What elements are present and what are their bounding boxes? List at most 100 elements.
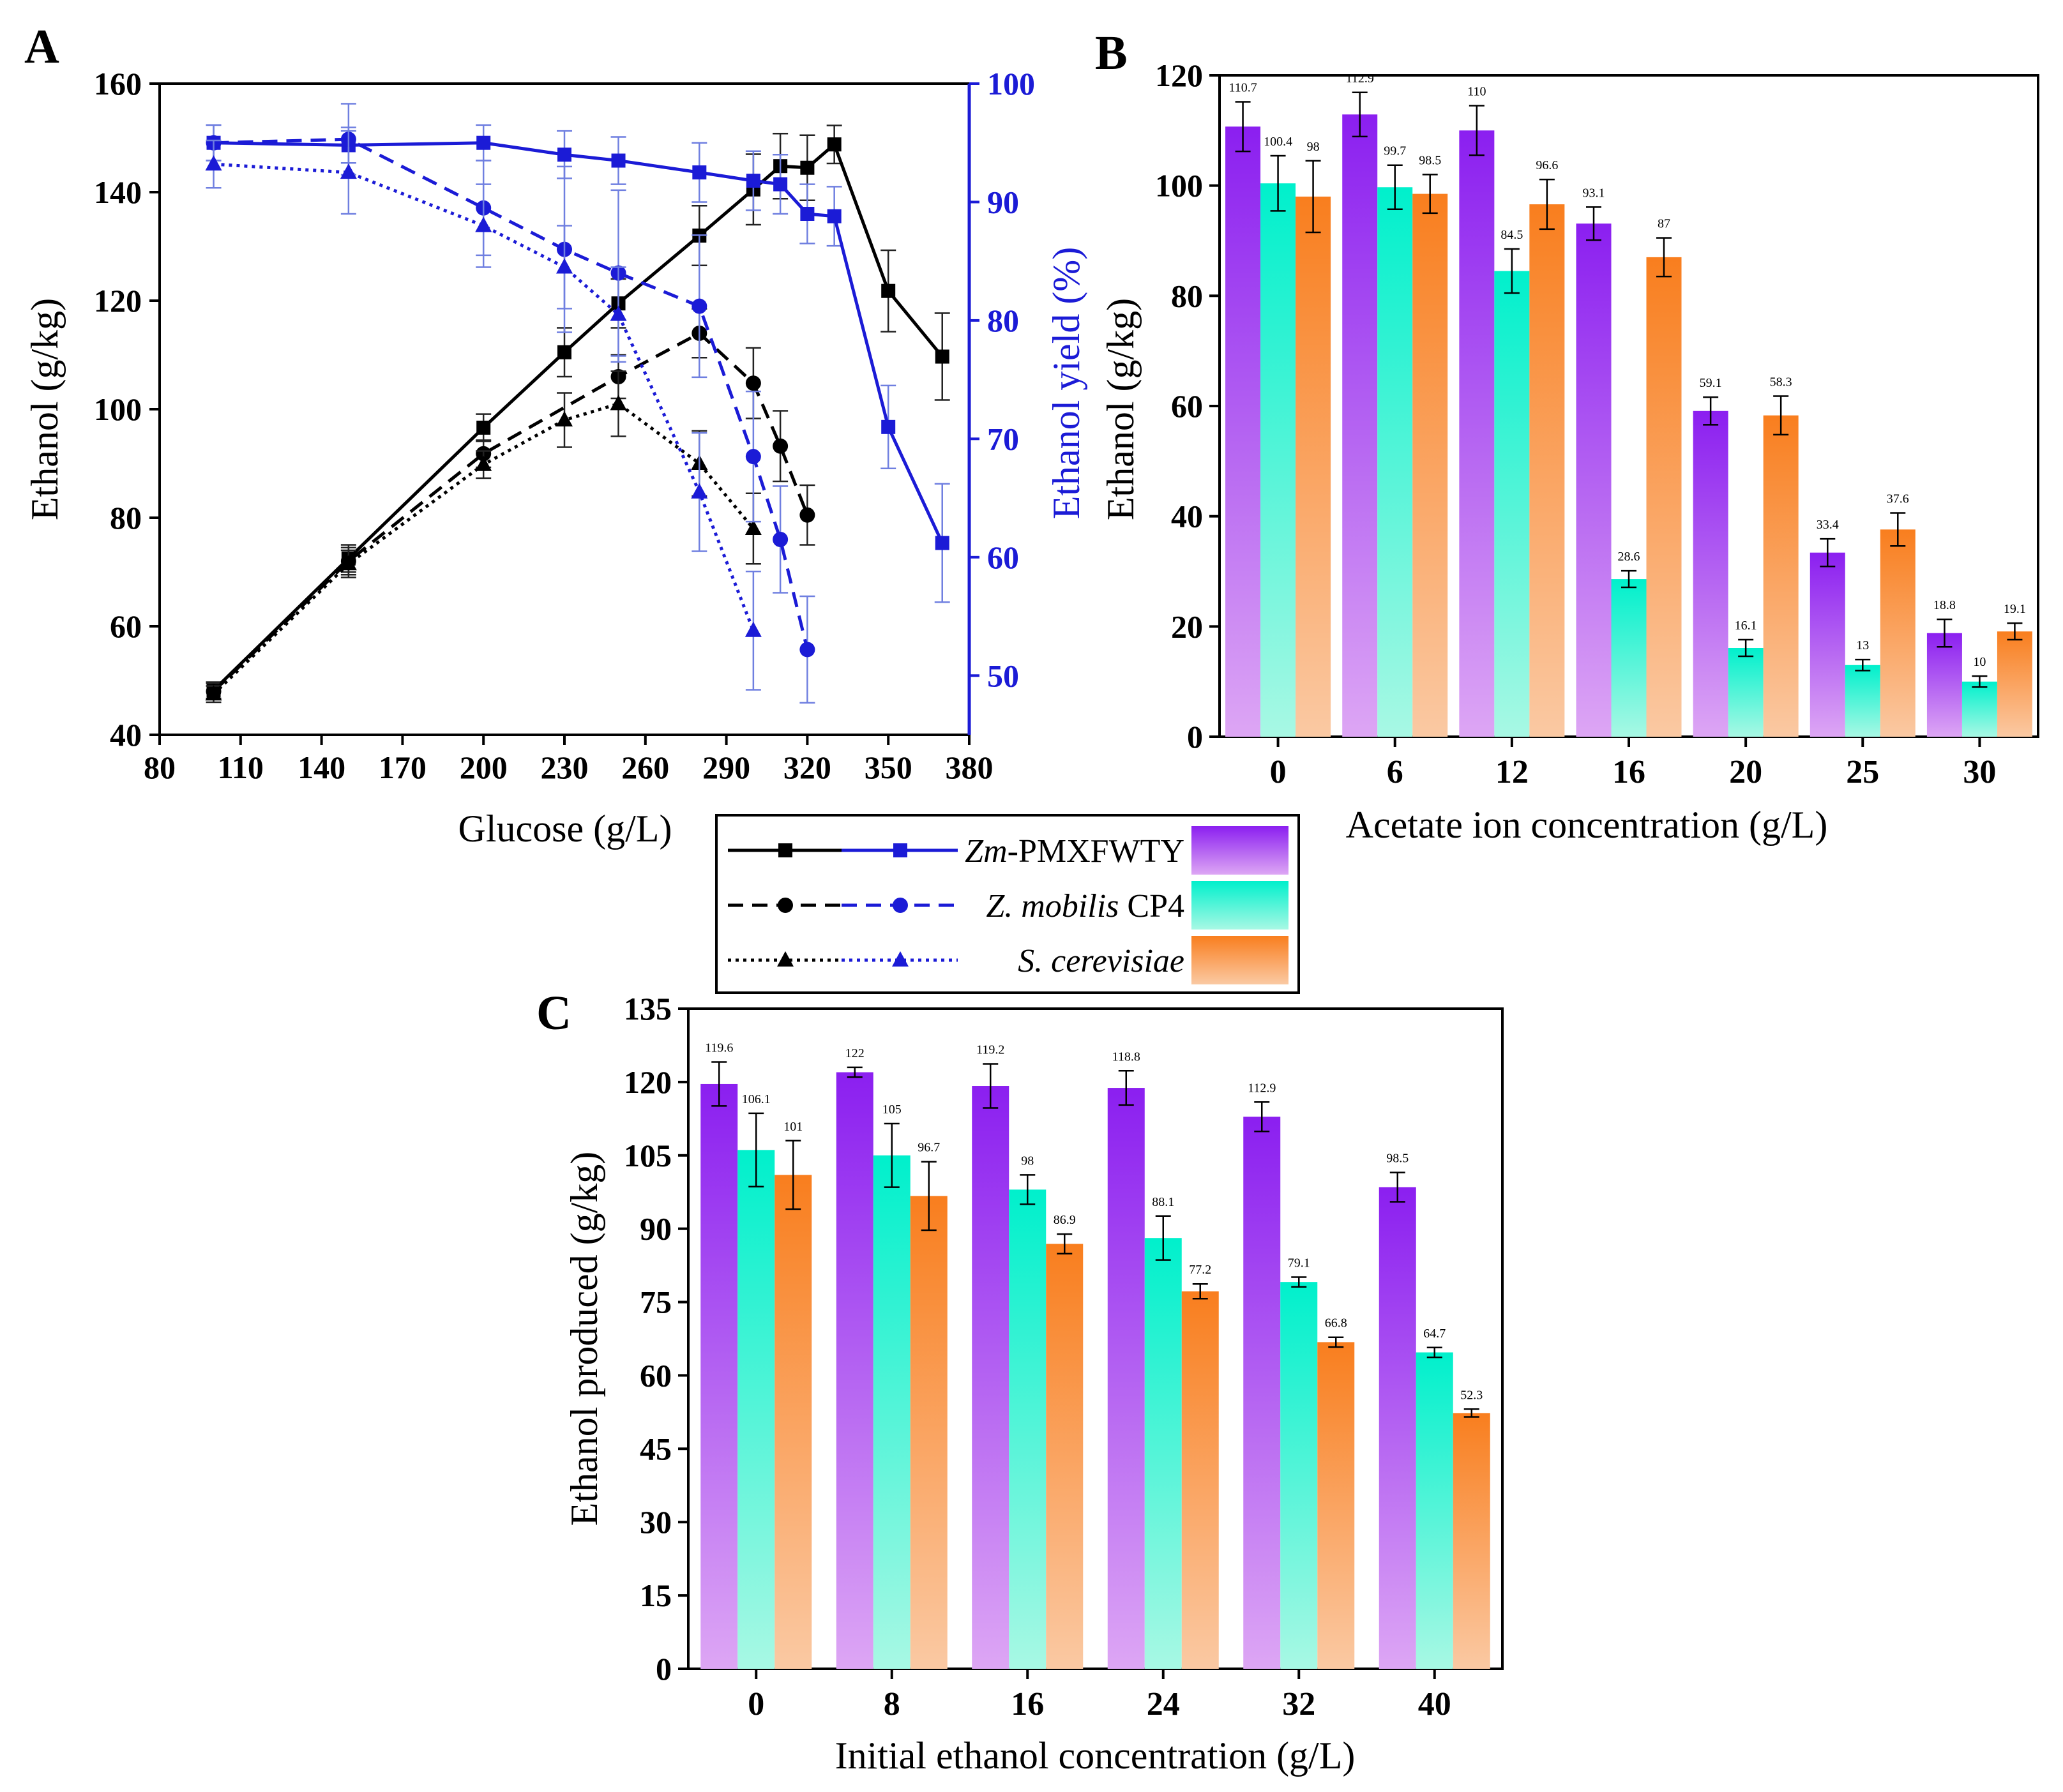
bar-sc-b: [1997, 631, 2032, 737]
bar-zm-b: [1926, 633, 1962, 737]
y-tick-label-c: 45: [640, 1431, 672, 1466]
bar-zm-b: [1342, 114, 1378, 737]
legend-label-italic: S. cerevisiae: [1018, 943, 1184, 979]
x-tick-label-a: 380: [946, 749, 994, 785]
series-line-a: [213, 141, 944, 544]
data-label-c: 64.7: [1423, 1327, 1446, 1341]
x-tick-label-c: 32: [1282, 1686, 1315, 1722]
data-label-c: 98: [1021, 1154, 1034, 1168]
data-label-b: 100.4: [1264, 135, 1292, 149]
data-point-a: [340, 163, 357, 179]
data-point-a: [556, 411, 573, 426]
data-point-a: [773, 177, 788, 192]
data-label-c: 112.9: [1248, 1081, 1276, 1095]
x-tick-label-b: 25: [1846, 754, 1879, 790]
data-point-a: [800, 160, 815, 175]
data-point-a: [827, 137, 842, 152]
y-tick-label-c: 60: [640, 1357, 672, 1393]
bar-zm-c: [700, 1083, 738, 1669]
y-tick-label-c: 90: [640, 1211, 672, 1247]
legend: Zm-PMXFWTY Z. mobilis CP4 S. cerevisiae: [715, 814, 1300, 994]
series-a: [206, 124, 950, 603]
bar-sc-b: [1646, 257, 1682, 737]
bar-sc-b: [1296, 196, 1331, 737]
y-tick-label-a: 160: [94, 66, 142, 102]
bar-zm-c: [1243, 1117, 1281, 1669]
data-label-c: 77.2: [1189, 1263, 1211, 1277]
data-point-a: [800, 207, 815, 221]
x-tick-label-a: 200: [460, 749, 508, 785]
panel-b: B 110.7 100.4 98 112.9 99.7 98.5 110 84.5 96.6 93…: [1095, 26, 2039, 846]
legend-marker-yield: [893, 843, 907, 857]
data-point-a: [827, 209, 842, 223]
data-label-b: 37.6: [1887, 492, 1909, 506]
data-point-a: [475, 455, 492, 471]
y2-tick-label-a: 80: [987, 303, 1019, 338]
x-tick-label-c: 16: [1011, 1686, 1044, 1722]
y-tick-label-c: 75: [640, 1284, 672, 1320]
legend-label: Zm-PMXFWTY: [965, 833, 1184, 870]
data-label-c: 88.1: [1152, 1195, 1174, 1209]
data-point-a: [205, 685, 222, 701]
data-point-a: [340, 555, 357, 571]
legend-swatch-sc: [1191, 936, 1288, 984]
bar-cp4-b: [1611, 579, 1647, 737]
data-point-a: [610, 395, 627, 410]
x-axis-label-a: Glucose (g/L): [458, 808, 672, 850]
data-point-a: [476, 420, 491, 435]
data-label-b: 93.1: [1583, 186, 1605, 200]
y-tick-label-c: 30: [640, 1504, 672, 1540]
bar-sc-c: [1181, 1291, 1219, 1669]
bar-cp4-b: [1377, 187, 1413, 737]
y-tick-label-c: 15: [640, 1577, 672, 1613]
bar-sc-b: [1880, 529, 1916, 737]
data-point-a: [556, 258, 573, 274]
x-tick-label-a: 290: [702, 749, 750, 785]
bar-sc-c: [1046, 1244, 1084, 1669]
x-tick-label-a: 260: [621, 749, 669, 785]
data-point-a: [692, 165, 707, 180]
series-line-a: [213, 137, 809, 651]
x-axis-label-c: Initial ethanol concentration (g/L): [835, 1735, 1356, 1777]
bar-cp4-b: [1845, 665, 1880, 737]
legend-label: S. cerevisiae: [1018, 943, 1184, 979]
data-label-b: 16.1: [1735, 619, 1757, 633]
legend-label-italic: Zm: [965, 833, 1007, 870]
data-point-a: [476, 135, 491, 150]
y-tick-label-b: 120: [1155, 57, 1203, 93]
data-point-a: [557, 147, 571, 162]
y-tick-label-a: 80: [110, 500, 142, 536]
y-tick-label-c: 120: [624, 1064, 672, 1100]
bar-cp4-b: [1961, 681, 1997, 737]
data-point-a: [475, 216, 492, 232]
y2-tick-label-a: 60: [987, 539, 1019, 575]
x-tick-label-b: 30: [1963, 754, 1996, 790]
legend-swatch-cp4: [1191, 881, 1288, 930]
data-point-a: [745, 375, 761, 391]
y-tick-label-a: 120: [94, 283, 142, 319]
data-label-b: 84.5: [1500, 228, 1523, 242]
legend-swatch-zm: [1191, 826, 1288, 875]
data-point-a: [744, 621, 762, 637]
data-label-c: 122: [845, 1046, 865, 1060]
y-tick-label-c: 105: [624, 1138, 672, 1173]
bar-zm-b: [1459, 130, 1495, 737]
data-label-b: 98: [1307, 140, 1320, 154]
data-label-b: 99.7: [1384, 144, 1406, 158]
x-tick-label-a: 140: [298, 749, 345, 785]
bar-sc-c: [1453, 1413, 1490, 1669]
panel-label-a: A: [24, 20, 59, 73]
bar-cp4-c: [1144, 1238, 1182, 1669]
data-label-b: 87: [1658, 217, 1670, 231]
data-label-c: 96.7: [918, 1141, 940, 1155]
y-tick-label-a: 140: [94, 174, 142, 210]
legend-marker-ethanol: [777, 951, 794, 967]
y2-tick-label-a: 100: [987, 66, 1035, 102]
data-label-b: 110.7: [1228, 80, 1257, 94]
x-tick-label-b: 6: [1387, 754, 1403, 790]
bar-zm-b: [1810, 552, 1845, 737]
data-label-c: 79.1: [1288, 1256, 1310, 1270]
x-tick-label-b: 16: [1612, 754, 1645, 790]
data-label-b: 18.8: [1933, 598, 1956, 612]
data-point-a: [935, 349, 949, 364]
